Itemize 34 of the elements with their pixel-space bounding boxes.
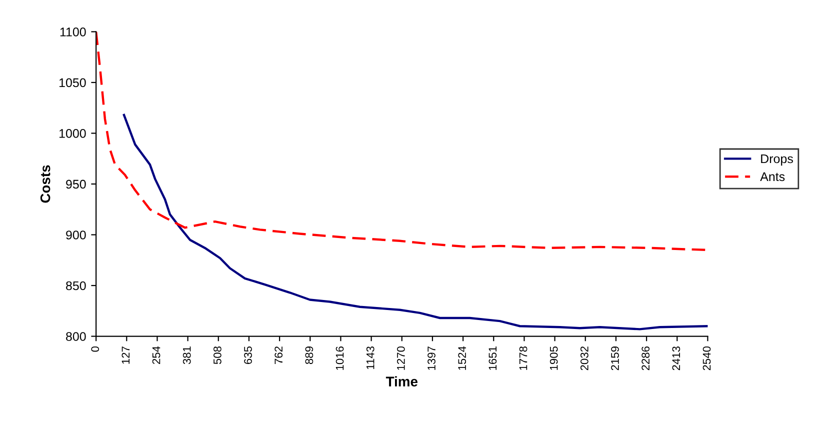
x-tick-label: 1524 — [458, 346, 466, 370]
x-tick-label: 889 — [305, 346, 314, 364]
legend-label: Ants — [760, 172, 785, 182]
line-series — [122, 114, 708, 330]
x-tick-label: 0 — [91, 346, 100, 352]
y-axis-title: Costs — [40, 165, 50, 203]
x-tick-label: 2286 — [642, 346, 650, 370]
y-tick-label: 850 — [66, 281, 86, 290]
x-tick-label: 1778 — [519, 346, 528, 370]
y-tick-label: 800 — [66, 332, 86, 341]
x-tick-label: 762 — [274, 346, 283, 364]
x-tick-label: 2540 — [702, 346, 711, 370]
legend-label: Drops — [761, 154, 793, 166]
x-tick-label: 2159 — [611, 346, 619, 370]
x-tick-label: 1397 — [428, 346, 436, 370]
y-tick-label: 950 — [66, 180, 86, 189]
x-tick-label: 1270 — [396, 346, 405, 370]
y-tick-label: 900 — [66, 230, 86, 240]
x-tick-label: 1143 — [366, 346, 374, 370]
x-tick-label: 381 — [182, 346, 191, 364]
x-tick-label: 1016 — [336, 346, 344, 370]
x-tick-label: 127 — [122, 346, 130, 364]
x-axis-title: Time — [386, 376, 418, 386]
x-tick-label: 254 — [152, 346, 160, 364]
x-tick-label: 508 — [214, 346, 222, 364]
x-tick-label: 2413 — [672, 346, 680, 370]
x-tick-label: 635 — [244, 346, 252, 364]
y-tick-label: 1050 — [59, 78, 86, 88]
x-tick-label: 2032 — [580, 346, 588, 370]
y-tick-label: 1100 — [60, 28, 86, 36]
line-series — [96, 32, 708, 252]
x-tick-label: 1651 — [488, 346, 497, 370]
y-tick-label: 1000 — [59, 129, 86, 138]
x-tick-label: 1905 — [550, 346, 558, 370]
